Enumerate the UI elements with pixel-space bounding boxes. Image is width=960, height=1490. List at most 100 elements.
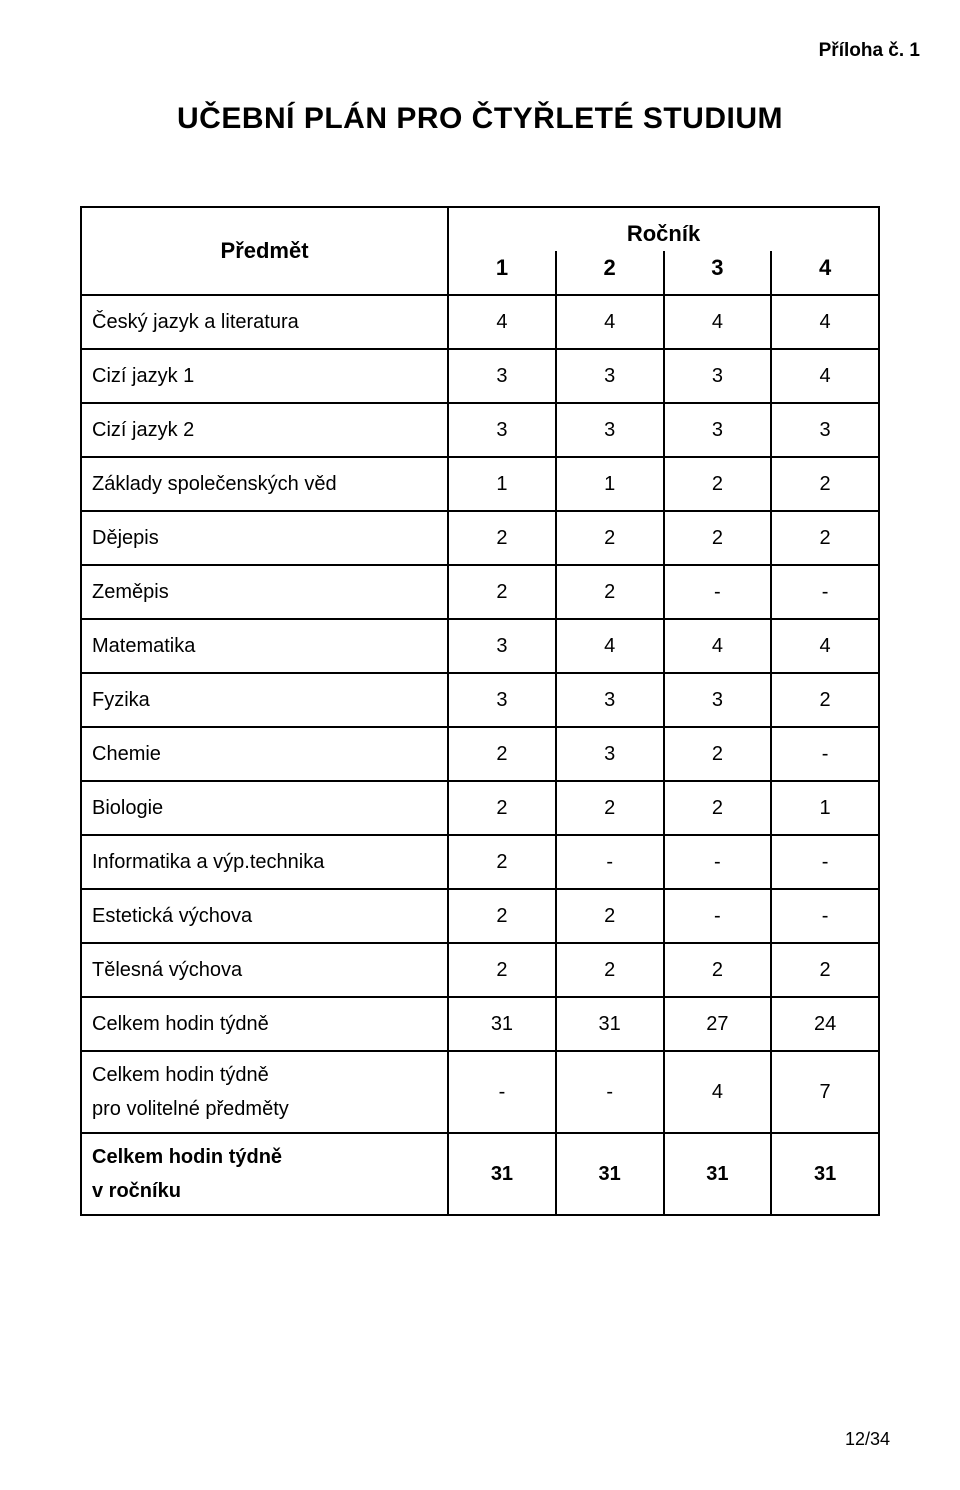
- value-cell: 27: [664, 997, 772, 1051]
- value-cell: 3: [556, 727, 664, 781]
- subject-line-2: v ročníku: [92, 1174, 447, 1208]
- table-row: Dějepis2222: [81, 511, 879, 565]
- value-cell: 4: [556, 619, 664, 673]
- subject-cell: Tělesná výchova: [81, 943, 448, 997]
- value-cell: 2: [664, 781, 772, 835]
- value-cell: 1: [771, 781, 879, 835]
- table-row: Celkem hodin týdněv ročníku31313131: [81, 1133, 879, 1215]
- value-cell: -: [771, 727, 879, 781]
- header-rocnik: Ročník: [448, 207, 879, 251]
- value-cell: -: [448, 1051, 556, 1133]
- value-cell: 2: [556, 889, 664, 943]
- value-cell: 3: [448, 349, 556, 403]
- value-cell: 31: [448, 997, 556, 1051]
- page-container: Příloha č. 1 UČEBNÍ PLÁN PRO ČTYŘLETÉ ST…: [0, 0, 960, 1490]
- subject-line-1: Celkem hodin týdně: [92, 1058, 447, 1092]
- subject-cell: Estetická výchova: [81, 889, 448, 943]
- table-body: Český jazyk a literatura4444Cizí jazyk 1…: [81, 295, 879, 1215]
- value-cell: 31: [771, 1133, 879, 1215]
- value-cell: 4: [771, 295, 879, 349]
- table-row: Český jazyk a literatura4444: [81, 295, 879, 349]
- value-cell: 31: [556, 997, 664, 1051]
- header-year-4: 4: [771, 251, 879, 295]
- subject-cell: Fyzika: [81, 673, 448, 727]
- subject-line-2: pro volitelné předměty: [92, 1092, 447, 1126]
- value-cell: 3: [448, 673, 556, 727]
- subject-cell-multiline: Celkem hodin týdněpro volitelné předměty: [81, 1051, 448, 1133]
- value-cell: 3: [448, 619, 556, 673]
- header-year-3: 3: [664, 251, 772, 295]
- subject-cell: Základy společenských věd: [81, 457, 448, 511]
- value-cell: 4: [664, 295, 772, 349]
- value-cell: 1: [448, 457, 556, 511]
- value-cell: 2: [556, 781, 664, 835]
- page-number: 12/34: [845, 1429, 890, 1450]
- value-cell: 3: [664, 673, 772, 727]
- value-cell: 2: [556, 943, 664, 997]
- table-row: Zeměpis22--: [81, 565, 879, 619]
- header-subject: Předmět: [81, 207, 448, 295]
- table-header-row-1: Předmět Ročník: [81, 207, 879, 251]
- subject-cell: Cizí jazyk 2: [81, 403, 448, 457]
- value-cell: 3: [556, 349, 664, 403]
- attachment-label: Příloha č. 1: [80, 40, 920, 62]
- value-cell: 2: [771, 673, 879, 727]
- table-row: Cizí jazyk 23333: [81, 403, 879, 457]
- table-row: Estetická výchova22--: [81, 889, 879, 943]
- value-cell: 2: [448, 727, 556, 781]
- value-cell: 2: [771, 511, 879, 565]
- value-cell: 31: [556, 1133, 664, 1215]
- subject-line-1: Celkem hodin týdně: [92, 1140, 447, 1174]
- table-row: Fyzika3332: [81, 673, 879, 727]
- value-cell: 3: [771, 403, 879, 457]
- main-title: UČEBNÍ PLÁN PRO ČTYŘLETÉ STUDIUM: [80, 102, 880, 136]
- value-cell: -: [771, 565, 879, 619]
- value-cell: 2: [664, 457, 772, 511]
- value-cell: 2: [448, 889, 556, 943]
- value-cell: 31: [448, 1133, 556, 1215]
- subject-cell: Zeměpis: [81, 565, 448, 619]
- value-cell: 2: [556, 511, 664, 565]
- value-cell: 2: [664, 943, 772, 997]
- table-row: Základy společenských věd1122: [81, 457, 879, 511]
- value-cell: 2: [448, 943, 556, 997]
- value-cell: -: [556, 1051, 664, 1133]
- subject-cell: Chemie: [81, 727, 448, 781]
- table-row: Biologie2221: [81, 781, 879, 835]
- value-cell: 2: [664, 727, 772, 781]
- table-row: Celkem hodin týdněpro volitelné předměty…: [81, 1051, 879, 1133]
- header-year-2: 2: [556, 251, 664, 295]
- table-row: Matematika3444: [81, 619, 879, 673]
- value-cell: 2: [448, 781, 556, 835]
- value-cell: 4: [448, 295, 556, 349]
- value-cell: 3: [664, 403, 772, 457]
- value-cell: 2: [448, 835, 556, 889]
- subject-cell-multiline: Celkem hodin týdněv ročníku: [81, 1133, 448, 1215]
- value-cell: 4: [556, 295, 664, 349]
- header-year-1: 1: [448, 251, 556, 295]
- value-cell: 1: [556, 457, 664, 511]
- value-cell: -: [664, 565, 772, 619]
- table-row: Cizí jazyk 13334: [81, 349, 879, 403]
- value-cell: 31: [664, 1133, 772, 1215]
- curriculum-table: Předmět Ročník 1 2 3 4 Český jazyk a lit…: [80, 206, 880, 1216]
- subject-cell: Informatika a výp.technika: [81, 835, 448, 889]
- value-cell: 3: [556, 403, 664, 457]
- subject-cell: Biologie: [81, 781, 448, 835]
- value-cell: 7: [771, 1051, 879, 1133]
- table-row: Celkem hodin týdně31312724: [81, 997, 879, 1051]
- value-cell: 4: [664, 1051, 772, 1133]
- value-cell: 4: [771, 619, 879, 673]
- value-cell: 2: [448, 565, 556, 619]
- value-cell: 2: [664, 511, 772, 565]
- value-cell: -: [664, 835, 772, 889]
- subject-cell: Dějepis: [81, 511, 448, 565]
- value-cell: 4: [771, 349, 879, 403]
- value-cell: 2: [771, 943, 879, 997]
- table-row: Chemie232-: [81, 727, 879, 781]
- subject-cell: Český jazyk a literatura: [81, 295, 448, 349]
- value-cell: 3: [556, 673, 664, 727]
- value-cell: 2: [448, 511, 556, 565]
- value-cell: 24: [771, 997, 879, 1051]
- subject-cell: Cizí jazyk 1: [81, 349, 448, 403]
